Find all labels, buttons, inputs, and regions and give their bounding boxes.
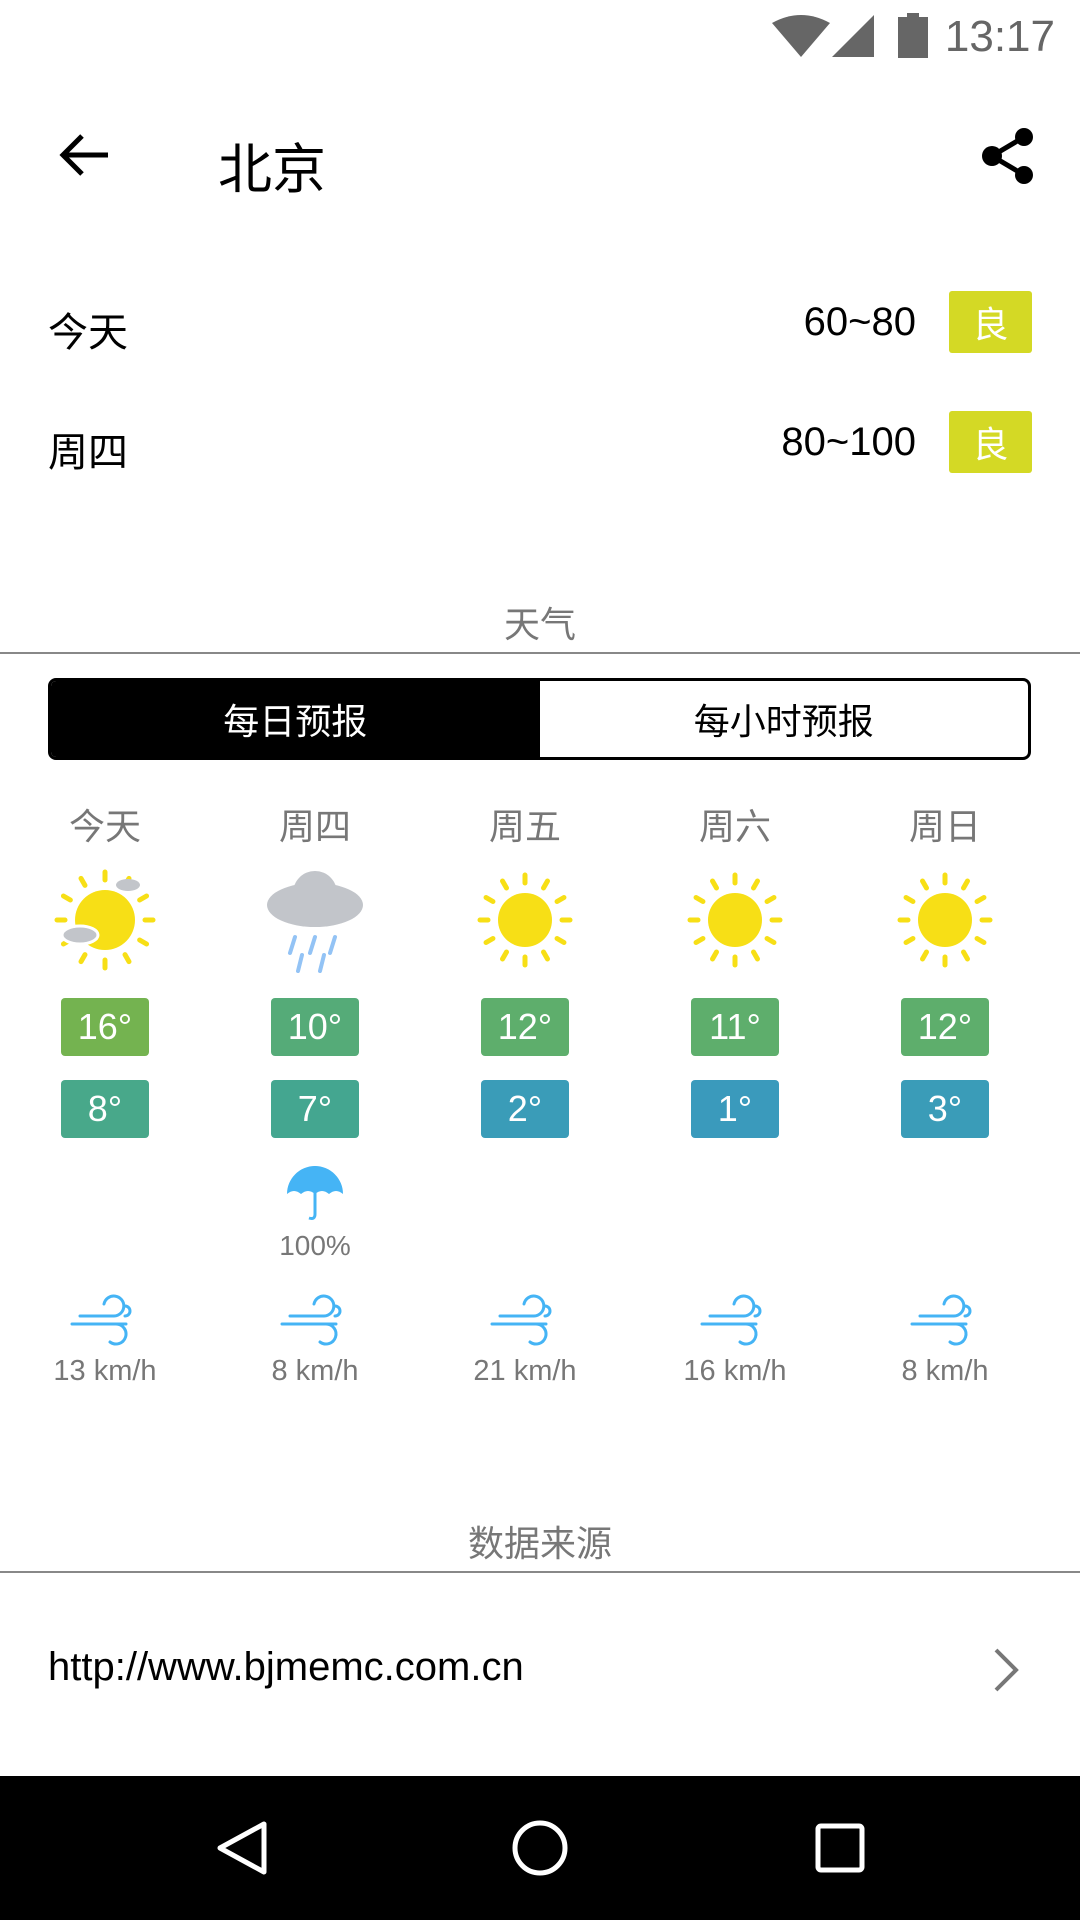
partly-cloudy-icon [54,869,156,971]
wind-speed: 21 km/h [473,1355,577,1387]
back-triangle-icon[interactable] [214,1820,270,1876]
aqi-range: 60~80 [803,300,916,344]
source-url[interactable]: http://www.bjmemc.com.cn [48,1645,524,1689]
forecast-day-label: 周日 [908,806,981,847]
aqi-level-badge: 良 [949,291,1032,353]
low-temp: 3° [901,1080,989,1138]
aqi-day: 周四 [48,431,128,475]
wind-icon [910,1294,972,1346]
forecast-day: 周六 11° 1° 16 km/h [630,790,840,1390]
tab-daily[interactable]: 每日预报 [51,681,540,757]
home-circle-icon[interactable] [511,1819,569,1877]
umbrella-icon [287,1166,343,1220]
divider [0,652,1080,654]
status-bar: 13:17 [0,0,1080,73]
forecast-day: 周四 10° 7° 100% 8 km/h [210,790,420,1390]
section-header-weather: 天气 [503,604,576,645]
forecast-day-label: 今天 [68,806,141,847]
page-title: 北京 [218,140,326,200]
aqi-level-badge: 良 [949,411,1032,473]
high-temp: 12° [901,998,989,1056]
rain-icon [267,871,363,973]
forecast-day-label: 周六 [698,806,771,847]
rain-probability: 100% [279,1230,351,1261]
divider [0,1571,1080,1573]
wind-icon [70,1294,132,1346]
aqi-range: 80~100 [781,420,916,464]
chevron-right-icon[interactable] [992,1647,1022,1693]
forecast-day: 今天 16° 8° 13 km/h [0,790,210,1390]
forecast-day: 周日 12° 3° 8 km/h [840,790,1050,1390]
tab-hourly[interactable]: 每小时预报 [693,701,874,742]
high-temp: 12° [481,998,569,1056]
section-header-source: 数据来源 [467,1523,612,1564]
forecast-day-label: 周五 [488,806,561,847]
wind-speed: 16 km/h [683,1355,787,1387]
sun-icon [897,872,993,968]
recents-square-icon[interactable] [815,1823,865,1873]
forecast-tabs: 每日预报 每小时预报 [48,678,1031,760]
high-temp: 16° [61,998,149,1056]
battery-icon [898,13,928,58]
wind-icon [700,1294,762,1346]
arrow-left-icon[interactable] [58,132,110,178]
share-icon[interactable] [980,125,1036,187]
wind-icon [490,1294,552,1346]
low-temp: 1° [691,1080,779,1138]
wind-speed: 13 km/h [53,1355,157,1387]
sun-icon [477,872,573,968]
wind-speed: 8 km/h [271,1355,359,1387]
signal-icon [832,15,874,57]
wind-icon [280,1294,342,1346]
high-temp: 11° [691,998,779,1056]
low-temp: 8° [61,1080,149,1138]
wind-speed: 8 km/h [901,1355,989,1387]
sun-icon [687,872,783,968]
aqi-day: 今天 [48,311,128,355]
forecast-day: 周五 12° 2° 21 km/h [420,790,630,1390]
high-temp: 10° [271,998,359,1056]
navigation-bar [0,1776,1080,1920]
forecast-day-label: 周四 [278,806,351,847]
status-time: 13:17 [944,12,1055,61]
wifi-icon [772,15,830,57]
low-temp: 7° [271,1080,359,1138]
low-temp: 2° [481,1080,569,1138]
